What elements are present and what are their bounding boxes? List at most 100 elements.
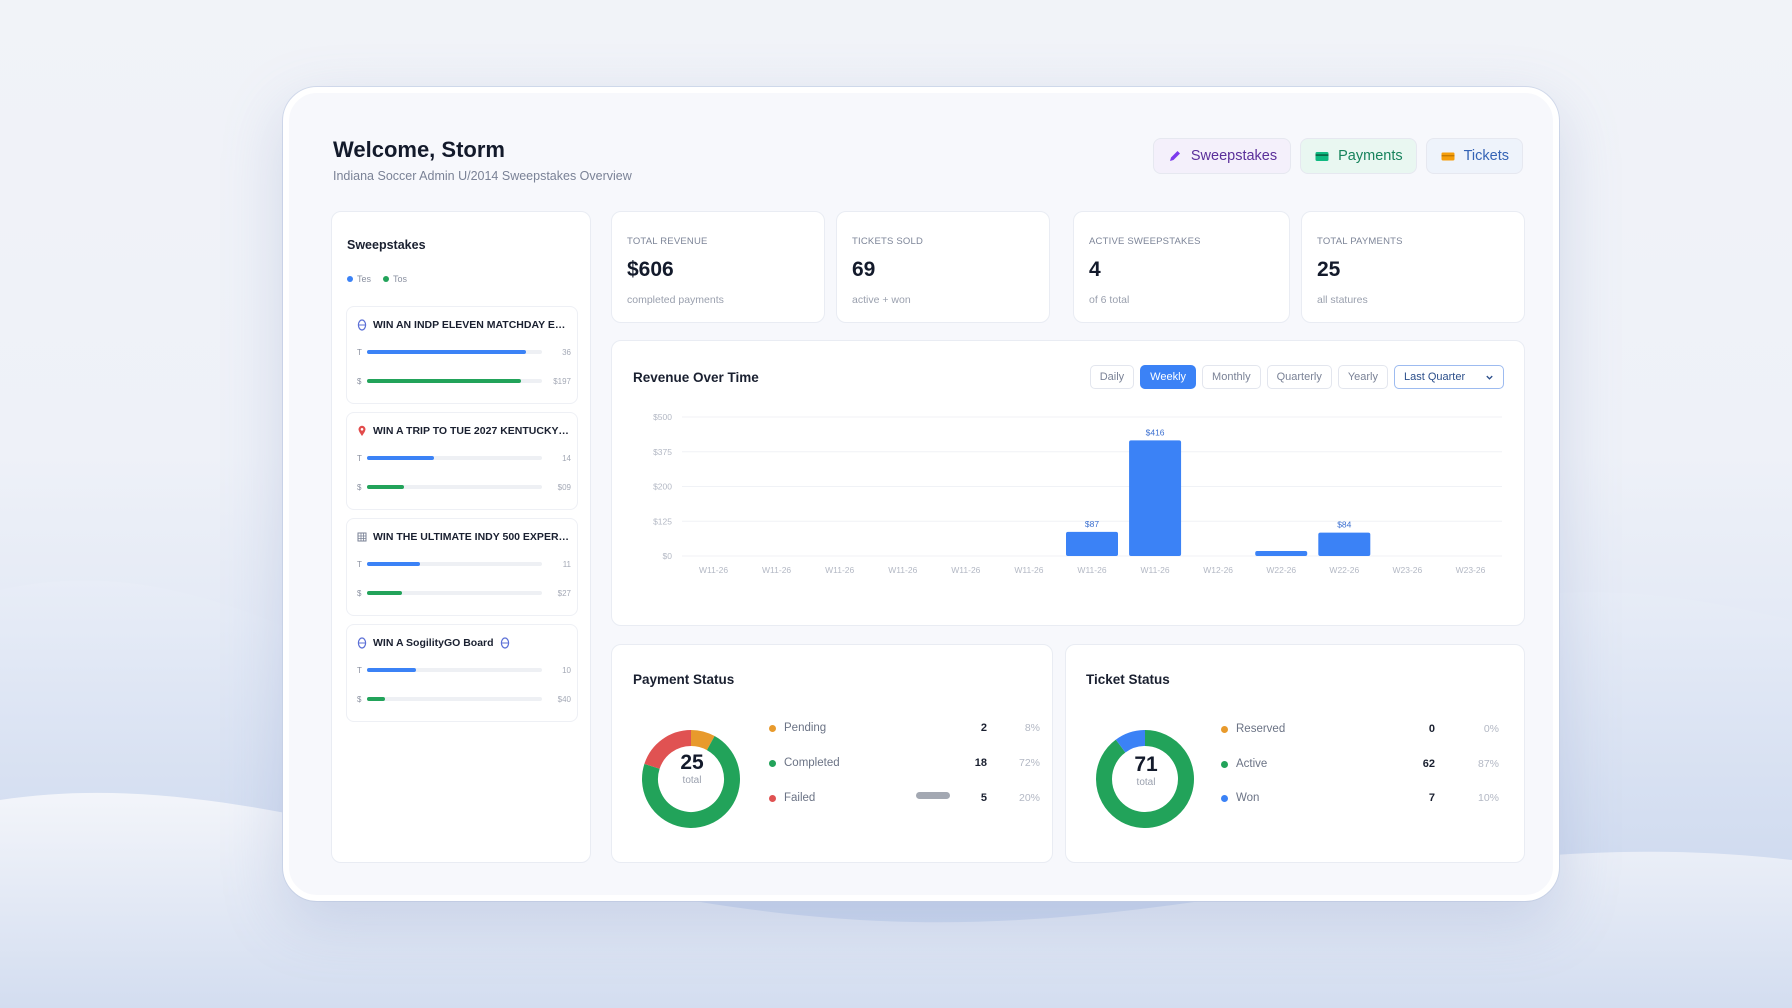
tab-quarterly[interactable]: Quarterly — [1266, 365, 1332, 389]
x-tick-label: W11-26 — [1077, 565, 1106, 575]
kpi-note: completed payments — [627, 294, 724, 306]
kpi-value: 69 — [852, 258, 876, 281]
revenue-bar[interactable] — [1066, 531, 1118, 556]
sweepstake-name: WIN AN INDP ELEVEN MATCHDAY EXPERIENCE — [357, 319, 571, 331]
x-tick-label: W11-26 — [699, 565, 728, 575]
sales-value: $09 — [557, 482, 571, 492]
legend-label: Reserved — [1236, 723, 1286, 735]
legend-dot — [769, 794, 776, 802]
legend-dot — [769, 724, 776, 732]
ticket-status-card: Ticket Status 71 total Reserved 0 0% Active… — [1065, 644, 1525, 863]
revenue-bar[interactable] — [1129, 440, 1182, 556]
y-tick-label: $125 — [653, 516, 672, 526]
sweepstake-list-item[interactable]: WIN A SogilityGO Board T 10 $ $40 — [346, 624, 578, 722]
flag-icon — [357, 532, 367, 542]
nav-payments-button[interactable]: Payments — [1300, 138, 1417, 174]
tickets-value: 36 — [562, 347, 571, 357]
ball-icon — [500, 637, 509, 649]
x-tick-label: W11-26 — [888, 565, 917, 575]
y-tick-label: $375 — [653, 447, 672, 457]
legend-dot — [1221, 760, 1228, 768]
nav-sweepstakes-button[interactable]: Sweepstakes — [1152, 138, 1292, 174]
pencil-icon — [1169, 151, 1180, 161]
nav-sweepstakes-label: Sweepstakes — [1190, 148, 1278, 164]
kpi-label: TOTAL REVENUE — [627, 236, 708, 247]
sweepstakes-panel-title: Sweepstakes — [347, 238, 426, 252]
kpi-total-payments: TOTAL PAYMENTS 25 all statures — [1301, 211, 1525, 323]
legend-label: Active — [1236, 758, 1268, 770]
legend-row-completed: Completed 18 72% — [769, 756, 1069, 770]
kpi-note: active + won — [852, 294, 911, 306]
sweepstakes-legend: Tes Tos — [347, 274, 407, 284]
range-select[interactable]: Last Quarter — [1394, 365, 1504, 389]
x-tick-label: W11-26 — [825, 565, 854, 575]
revenue-bar[interactable] — [1255, 550, 1308, 556]
kpi-note: all statures — [1317, 294, 1368, 306]
failed-indicator-pill — [916, 792, 950, 799]
tab-weekly[interactable]: Weekly — [1140, 365, 1197, 389]
donut-slice-pending[interactable] — [690, 730, 715, 751]
x-tick-label: W11-26 — [951, 565, 980, 575]
legend-label: Completed — [784, 757, 840, 769]
ticket-icon — [1441, 152, 1455, 161]
kpi-label: ACTIVE SWEEPSTAKES — [1089, 236, 1201, 247]
legend-percent: 8% — [1024, 722, 1040, 734]
donut-slice-failed[interactable] — [644, 730, 692, 770]
legend-item: Tos — [383, 274, 407, 284]
legend-dot — [769, 759, 776, 767]
sweepstake-name: WIN THE ULTIMATE INDY 500 EXPERIENCE — [357, 531, 571, 543]
tab-daily[interactable]: Daily — [1089, 365, 1135, 389]
sales-value: $197 — [553, 376, 571, 386]
ticket-status-title: Ticket Status — [1086, 672, 1170, 687]
sales-value: $27 — [557, 588, 571, 598]
tab-monthly[interactable]: Monthly — [1202, 365, 1261, 389]
legend-percent: 20% — [1018, 792, 1040, 804]
payment-donut-center: 25 total — [642, 751, 742, 786]
page-title: Welcome, Storm — [333, 137, 505, 162]
sales-bar: $ $09 — [357, 482, 571, 492]
revenue-bar[interactable] — [1318, 532, 1371, 556]
legend-label: Failed — [784, 792, 816, 804]
sweepstake-list-item[interactable]: WIN THE ULTIMATE INDY 500 EXPERIENCE T 11 $… — [346, 518, 578, 616]
legend-count: 5 — [980, 792, 987, 804]
donut-slice-active[interactable] — [1096, 730, 1194, 828]
ticket-donut-chart — [1096, 730, 1194, 828]
legend-row-reserved: Reserved 0 0% — [1221, 722, 1521, 736]
pin-icon — [358, 425, 366, 436]
y-tick-label: $200 — [653, 482, 672, 492]
tickets-bar-fill — [367, 562, 420, 566]
legend-count: 0 — [1428, 723, 1435, 735]
donut-slice-won[interactable] — [1115, 730, 1146, 753]
legend-item: Tes — [347, 274, 371, 284]
revenue-bar-chart: $0 $125 $200 $375 $500 W11-26 W11-26 W11-26 W11-… — [653, 412, 1502, 575]
legend-dot — [1221, 725, 1228, 733]
card-icon — [1315, 152, 1329, 161]
donut-slice-completed[interactable] — [642, 736, 740, 828]
tab-yearly[interactable]: Yearly — [1337, 365, 1388, 389]
tickets-value: 14 — [562, 453, 571, 463]
payment-status-title: Payment Status — [633, 672, 735, 687]
x-tick-label: W12-26 — [1203, 565, 1233, 575]
tickets-value: 10 — [562, 665, 571, 675]
x-tick-label: W23-26 — [1393, 565, 1423, 575]
revenue-chart-card: Revenue Over Time Daily Weekly Monthly Q… — [611, 340, 1525, 626]
legend-count: 62 — [1422, 758, 1435, 770]
legend-row-pending: Pending 2 8% — [769, 721, 1069, 735]
sales-bar-fill — [367, 379, 521, 383]
legend-percent: 0% — [1483, 723, 1499, 735]
x-tick-label: W22-26 — [1329, 565, 1359, 575]
sweepstake-list-item[interactable]: WIN A TRIP TO TUE 2027 KENTUCKY DERBY T14… — [346, 412, 578, 510]
bar-data-label: $84 — [1337, 520, 1351, 530]
kpi-label: TICKETS SOLD — [852, 236, 924, 247]
x-tick-label: W11-26 — [1141, 565, 1170, 575]
kpi-active-sweepstakes: ACTIVE SWEEPSTAKES 4 of 6 total — [1073, 211, 1290, 323]
payment-donut-chart — [642, 730, 740, 828]
legend-percent: 87% — [1477, 758, 1499, 770]
payment-total-label: total — [682, 775, 702, 786]
x-tick-label: W23-26 — [1456, 565, 1486, 575]
sweepstake-list-item[interactable]: WIN AN INDP ELEVEN MATCHDAY EXPERIENCE T3… — [346, 306, 578, 404]
top-nav: Sweepstakes Payments Tickets — [1152, 138, 1523, 174]
nav-tickets-button[interactable]: Tickets — [1425, 138, 1523, 174]
legend-count: 2 — [980, 722, 987, 734]
nav-tickets-label: Tickets — [1463, 148, 1509, 164]
